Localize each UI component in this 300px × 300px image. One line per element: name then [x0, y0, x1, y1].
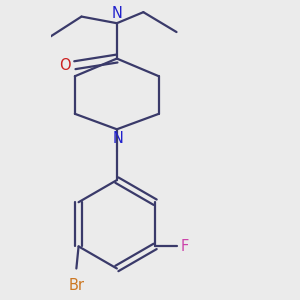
Text: Br: Br [68, 278, 84, 293]
Text: N: N [111, 6, 122, 21]
Text: O: O [59, 58, 71, 73]
Text: N: N [112, 131, 123, 146]
Text: F: F [181, 239, 189, 254]
